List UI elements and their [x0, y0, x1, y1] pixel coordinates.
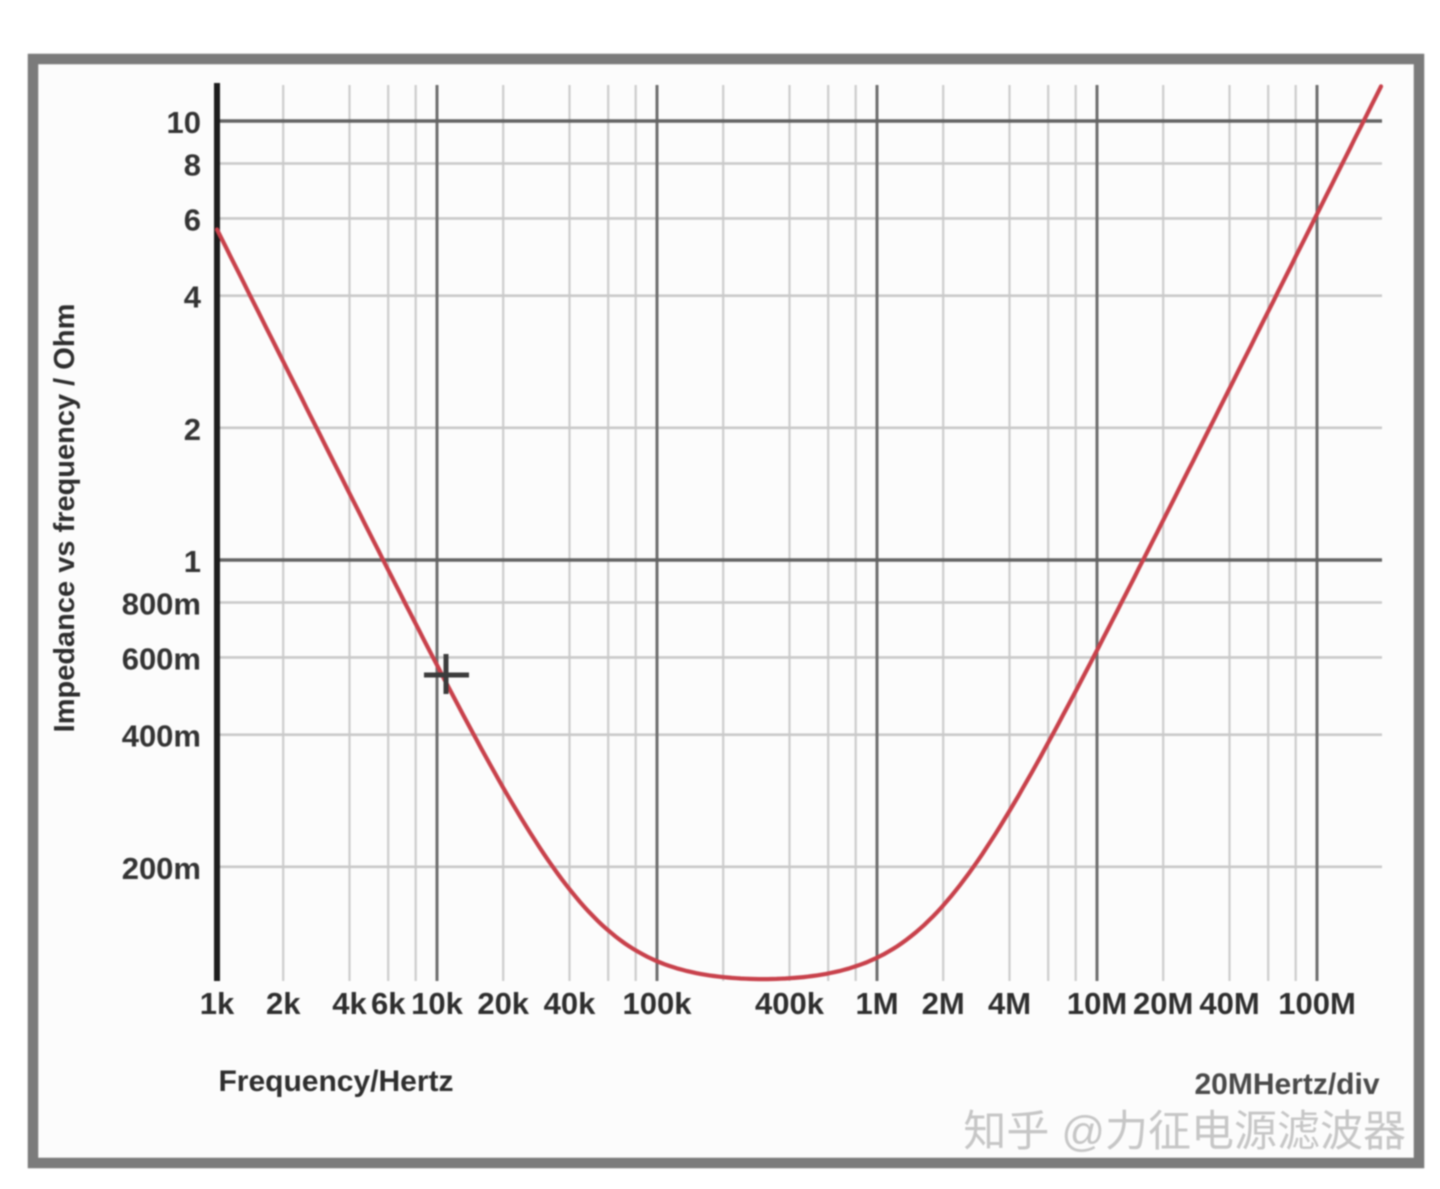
svg-text:6: 6 — [184, 202, 201, 237]
svg-text:600m: 600m — [122, 641, 201, 676]
svg-text:200m: 200m — [122, 851, 201, 886]
svg-text:1: 1 — [184, 544, 201, 579]
svg-text:400k: 400k — [755, 986, 825, 1021]
svg-text:800m: 800m — [122, 587, 201, 622]
svg-text:6k: 6k — [371, 986, 406, 1021]
svg-text:40k: 40k — [544, 986, 596, 1021]
svg-text:100k: 100k — [623, 986, 693, 1021]
svg-text:8: 8 — [184, 148, 201, 183]
svg-text:20MHertz/div: 20MHertz/div — [1194, 1068, 1379, 1101]
svg-text:Frequency/Hertz: Frequency/Hertz — [218, 1065, 453, 1098]
svg-text:Impedance vs frequency / Ohm: Impedance vs frequency / Ohm — [49, 304, 81, 733]
svg-text:100M: 100M — [1278, 986, 1356, 1021]
svg-text:4k: 4k — [332, 986, 367, 1021]
svg-text:2: 2 — [184, 412, 201, 447]
svg-text:1k: 1k — [200, 986, 235, 1021]
svg-text:4: 4 — [184, 280, 202, 315]
svg-text:知乎 @力征电源滤波器: 知乎 @力征电源滤波器 — [963, 1108, 1406, 1156]
svg-text:40M: 40M — [1199, 986, 1259, 1021]
svg-text:20k: 20k — [477, 986, 529, 1021]
svg-text:10M: 10M — [1067, 986, 1127, 1021]
svg-text:1M: 1M — [855, 986, 898, 1021]
svg-text:10: 10 — [167, 105, 201, 140]
svg-text:20M: 20M — [1133, 986, 1193, 1021]
svg-text:2M: 2M — [922, 986, 965, 1021]
svg-text:10k: 10k — [411, 986, 463, 1021]
svg-text:400m: 400m — [122, 719, 201, 754]
svg-text:4M: 4M — [988, 986, 1031, 1021]
svg-text:2k: 2k — [266, 986, 301, 1021]
